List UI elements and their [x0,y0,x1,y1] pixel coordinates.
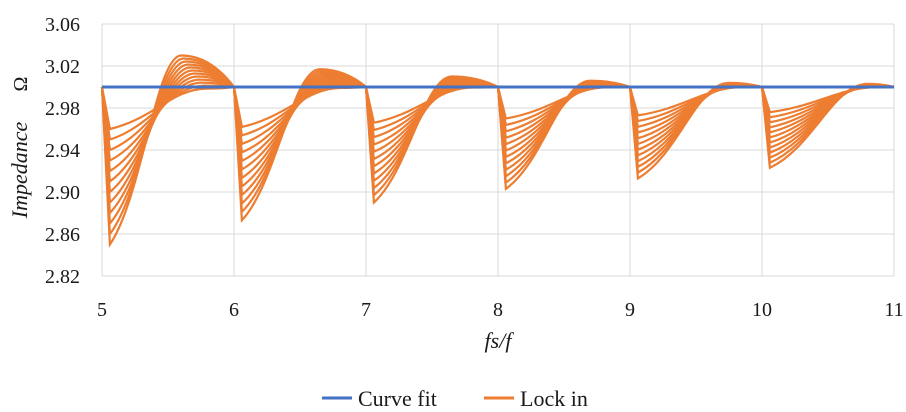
y-tick-label: 2.94 [45,140,80,162]
lock-in-curve [496,83,631,153]
x-tick-label: 9 [625,299,635,321]
y-tick-label: 2.98 [45,98,80,120]
lock-in-segment [232,68,367,223]
grid [101,23,895,277]
y-tick-label: 2.82 [45,266,80,288]
lock-in-curve [100,69,235,195]
lock-in-curve [100,75,235,173]
lock-in-segment [628,81,763,181]
lock-in-curve [496,83,631,146]
lock-in-curve [100,72,235,184]
legend-label-lock-in: Lock in [520,386,588,411]
y-axis-unit: Ω [10,77,32,92]
lock-in-curve [628,84,763,146]
lock-in-curve [628,84,763,140]
y-tick-label: 3.06 [45,14,80,36]
x-tick-label: 6 [229,299,239,321]
x-tick-label: 7 [361,299,371,321]
y-tick-label: 2.86 [45,224,80,246]
lock-in-curve [100,54,235,248]
x-axis-label: fs/f [485,328,515,353]
lock-in-segment [364,75,499,205]
legend: Curve fit Lock in [322,386,588,411]
lock-in-curve [100,81,235,152]
x-tick-label: 10 [752,299,772,321]
lock-in-curve [100,60,235,227]
x-tick-label: 8 [493,299,503,321]
x-tick-label: 11 [884,299,903,321]
lock-in-segment [496,79,631,191]
lock-in-curve [100,57,235,238]
y-axis-label: Impedance [7,122,32,220]
lock-in-curve [100,63,235,216]
y-tick-label: 2.90 [45,182,80,204]
x-tick-label: 5 [97,299,107,321]
lock-in-segment [760,82,895,170]
lock-in-curve [100,78,235,163]
lock-in-curve [100,66,235,205]
y-tick-label: 3.02 [45,56,80,78]
legend-label-curve-fit: Curve fit [358,386,437,411]
lock-in-curve [496,84,631,133]
plot-area [100,54,895,248]
axis-ticks: 2.82 2.86 2.90 2.94 2.98 3.02 3.06 5 6 7 8 9 10 11 [45,14,904,321]
lock-in-curve [496,84,631,140]
